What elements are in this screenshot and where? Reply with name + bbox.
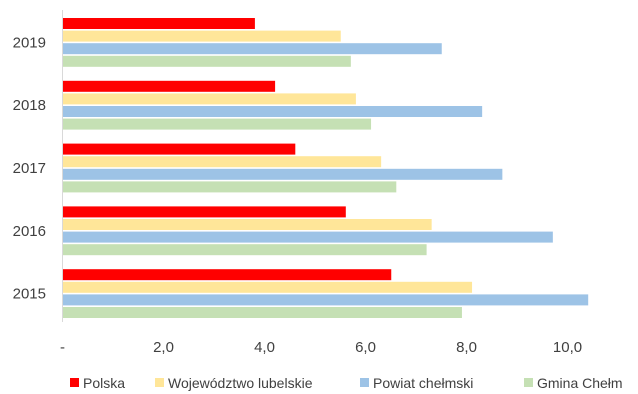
bars-group <box>63 18 589 318</box>
bar-wojew-dztwo-lubelskie-2016 <box>63 219 432 230</box>
legend-label-4: Gmina Chełm <box>537 375 623 391</box>
bar-gmina-che-m-2019 <box>63 55 351 67</box>
bar-polska-2016 <box>63 206 346 218</box>
category-label-2019: 2019 <box>13 34 46 51</box>
x-tick-label: 10,0 <box>553 339 582 356</box>
bar-powiat-che-mski-2016 <box>63 231 553 243</box>
x-tick-label: - <box>60 339 65 356</box>
bar-polska-2019 <box>63 18 255 29</box>
category-label-2015: 2015 <box>13 286 46 303</box>
bar-gmina-che-m-2016 <box>63 244 427 256</box>
bar-powiat-che-mski-2018 <box>63 106 483 117</box>
bar-polska-2015 <box>63 269 392 281</box>
category-label-2018: 2018 <box>13 97 46 114</box>
bar-wojew-dztwo-lubelskie-2019 <box>63 30 341 42</box>
legend-swatch-2 <box>155 378 164 387</box>
bar-powiat-che-mski-2017 <box>63 168 503 180</box>
bar-gmina-che-m-2015 <box>63 307 462 318</box>
category-labels: 2019 2018 2017 2016 2015 <box>13 34 46 302</box>
bar-wojew-dztwo-lubelskie-2018 <box>63 93 356 105</box>
bar-gmina-che-m-2017 <box>63 181 397 193</box>
bar-wojew-dztwo-lubelskie-2015 <box>63 281 473 293</box>
x-tick-label: 8,0 <box>456 339 477 356</box>
x-tick-label: 2,0 <box>153 339 174 356</box>
bar-polska-2018 <box>63 80 276 92</box>
legend-swatch-4 <box>524 378 533 387</box>
bar-polska-2017 <box>63 143 296 155</box>
legend-swatch-3 <box>360 378 369 387</box>
category-label-2016: 2016 <box>13 223 46 240</box>
legend-label-1: Polska <box>83 375 125 391</box>
bar-powiat-che-mski-2019 <box>63 43 442 55</box>
legend: Polska Województwo lubelskie Powiat chełms… <box>70 375 623 391</box>
legend-label-3: Powiat chełmski <box>373 375 473 391</box>
bar-powiat-che-mski-2015 <box>63 294 589 306</box>
x-tick-label: 6,0 <box>355 339 376 356</box>
legend-label-2: Województwo lubelskie <box>168 375 313 391</box>
bar-wojew-dztwo-lubelskie-2017 <box>63 156 382 168</box>
x-tick-label: 4,0 <box>254 339 275 356</box>
x-axis-tick-labels: - 2,0 4,0 6,0 8,0 10,0 <box>60 339 582 356</box>
legend-swatch-1 <box>70 378 79 387</box>
category-label-2017: 2017 <box>13 160 46 177</box>
bar-gmina-che-m-2018 <box>63 118 372 130</box>
